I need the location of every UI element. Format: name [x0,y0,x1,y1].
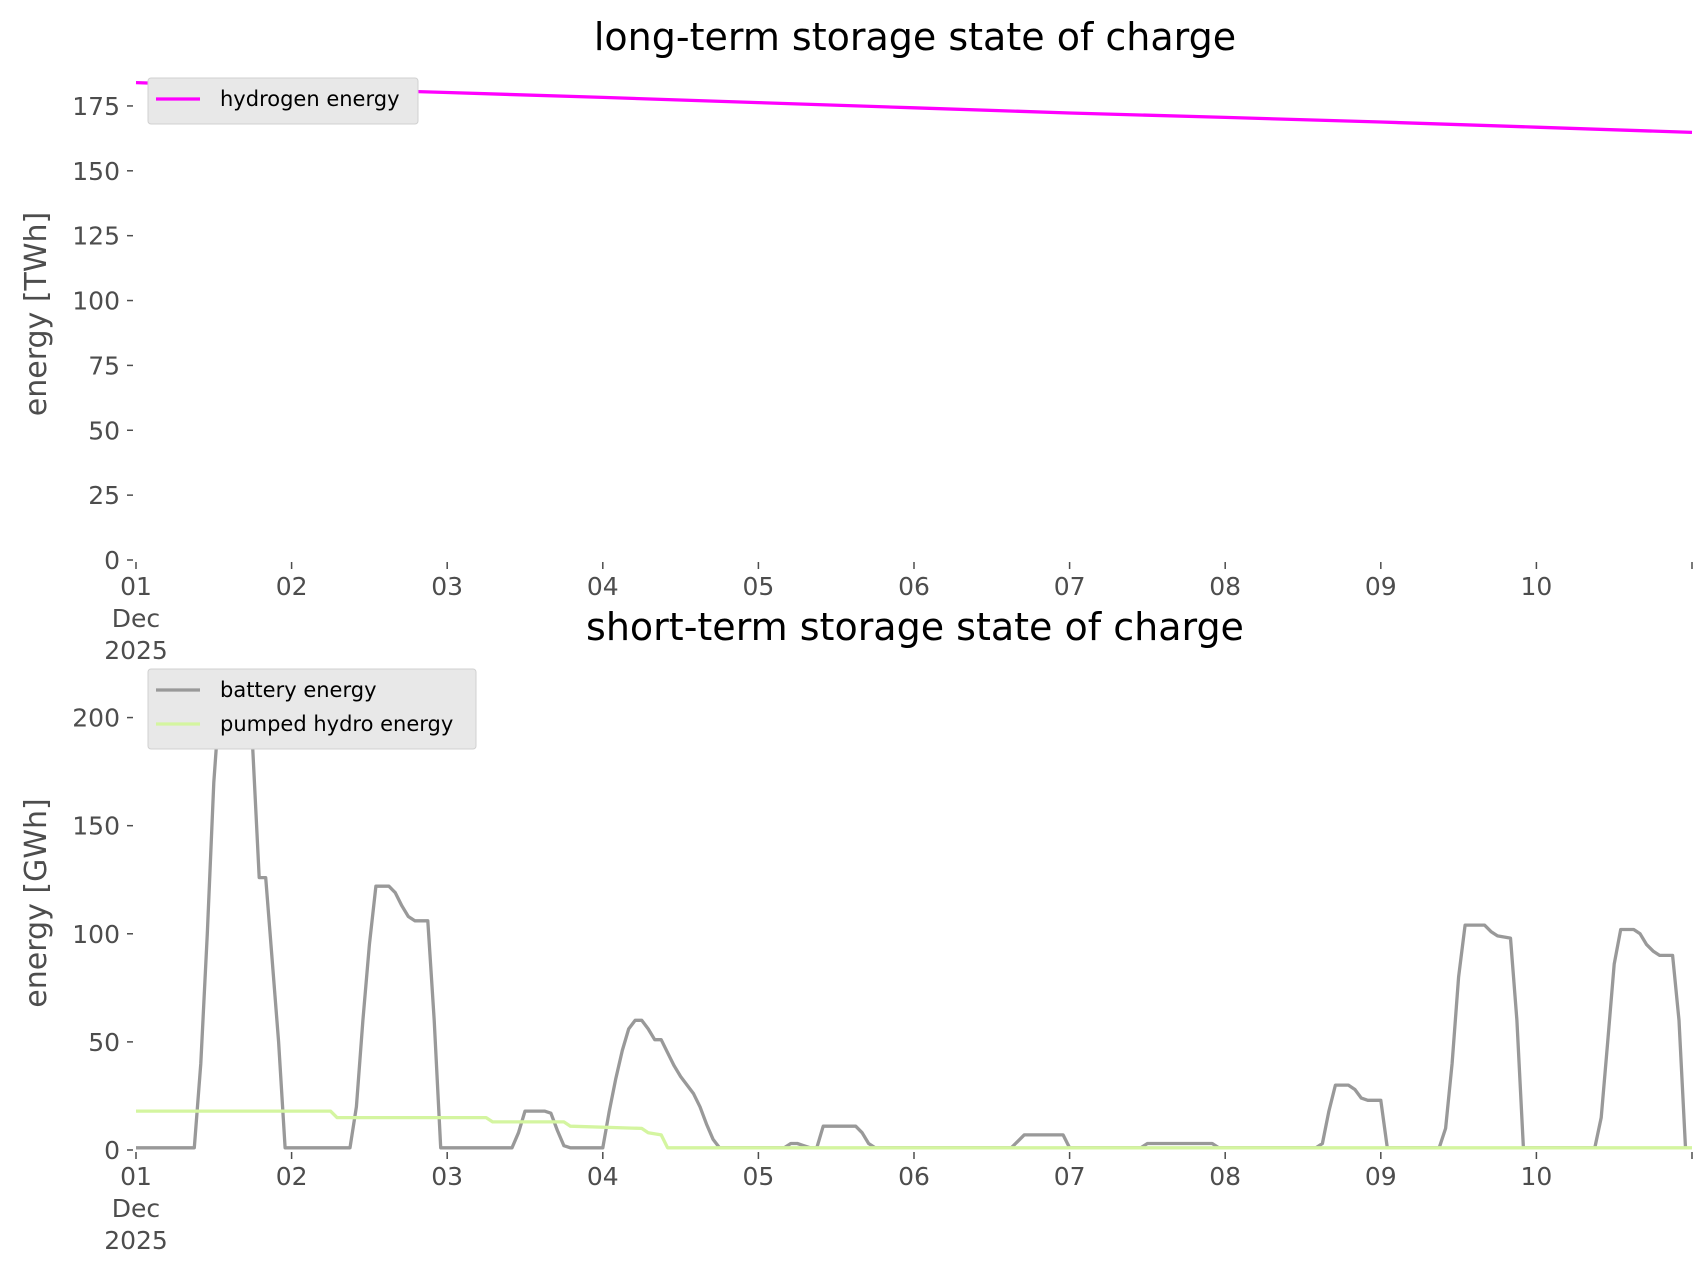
x-tick-label: 05 [742,572,774,601]
y-tick-label: 150 [72,157,120,186]
chart-title: short-term storage state of charge [586,605,1244,649]
y-tick-label: 100 [72,920,120,949]
y-axis-label: energy [TWh] [19,212,54,416]
x-tick-label: 05 [742,1162,774,1191]
legend: battery energy pumped hydro energy [147,668,477,750]
x-tick-label: Dec [112,604,160,633]
legend-box [147,668,477,750]
chart-long-term: long-term storage state of charge energy… [19,15,1693,665]
y-tick-label: 175 [72,92,120,121]
x-tick-label: 01 [120,572,152,601]
x-tick-label: 02 [276,1162,308,1191]
x-tick-label: 03 [431,1162,463,1191]
legend-box [147,77,419,125]
x-tick-label: 08 [1209,1162,1241,1191]
x-tick-label: 10 [1520,1162,1552,1191]
x-tick-label: Dec [112,1194,160,1223]
x-tick-label: 04 [587,572,619,601]
x-tick-label: 07 [1054,572,1086,601]
y-tick-label: 200 [72,704,120,733]
x-tick-label: 01 [120,1162,152,1191]
x-tick-label: 2025 [104,1226,168,1255]
axis-ticks: 0 50 100 150 200 01 Dec 2025 02 03 04 05 06 07 08 09 10 [72,704,1693,1255]
series-line [136,1109,1692,1150]
y-tick-label: 50 [88,1028,120,1057]
y-tick-label: 25 [88,481,120,510]
y-axis-label: energy [GWh] [19,798,54,1007]
series-lines [136,683,1692,1150]
legend: hydrogen energy [147,77,419,125]
legend-label: hydrogen energy [220,87,400,111]
x-tick-label: 10 [1520,572,1552,601]
x-tick-label: 07 [1054,1162,1086,1191]
y-tick-label: 75 [88,351,120,380]
y-tick-label: 150 [72,812,120,841]
x-tick-label: 09 [1365,1162,1397,1191]
x-tick-label: 04 [587,1162,619,1191]
y-tick-label: 125 [72,222,120,251]
x-tick-label: 06 [898,1162,930,1191]
x-tick-label: 06 [898,572,930,601]
y-tick-label: 0 [104,546,120,575]
x-tick-label: 02 [276,572,308,601]
x-tick-label: 03 [431,572,463,601]
x-tick-label: 08 [1209,572,1241,601]
y-tick-label: 50 [88,416,120,445]
y-tick-label: 100 [72,287,120,316]
legend-label: battery energy [220,678,377,702]
axis-ticks: 0 25 50 75 100 125 150 175 01 Dec 2025 02 03 04 05 06 07… [72,92,1693,665]
x-tick-label: 2025 [104,636,168,665]
y-tick-label: 0 [104,1136,120,1165]
series-line [136,683,1688,1150]
chart-title: long-term storage state of charge [594,15,1236,59]
chart-short-term: short-term storage state of charge energ… [19,605,1693,1255]
legend-label: pumped hydro energy [220,712,453,736]
x-tick-label: 09 [1365,572,1397,601]
